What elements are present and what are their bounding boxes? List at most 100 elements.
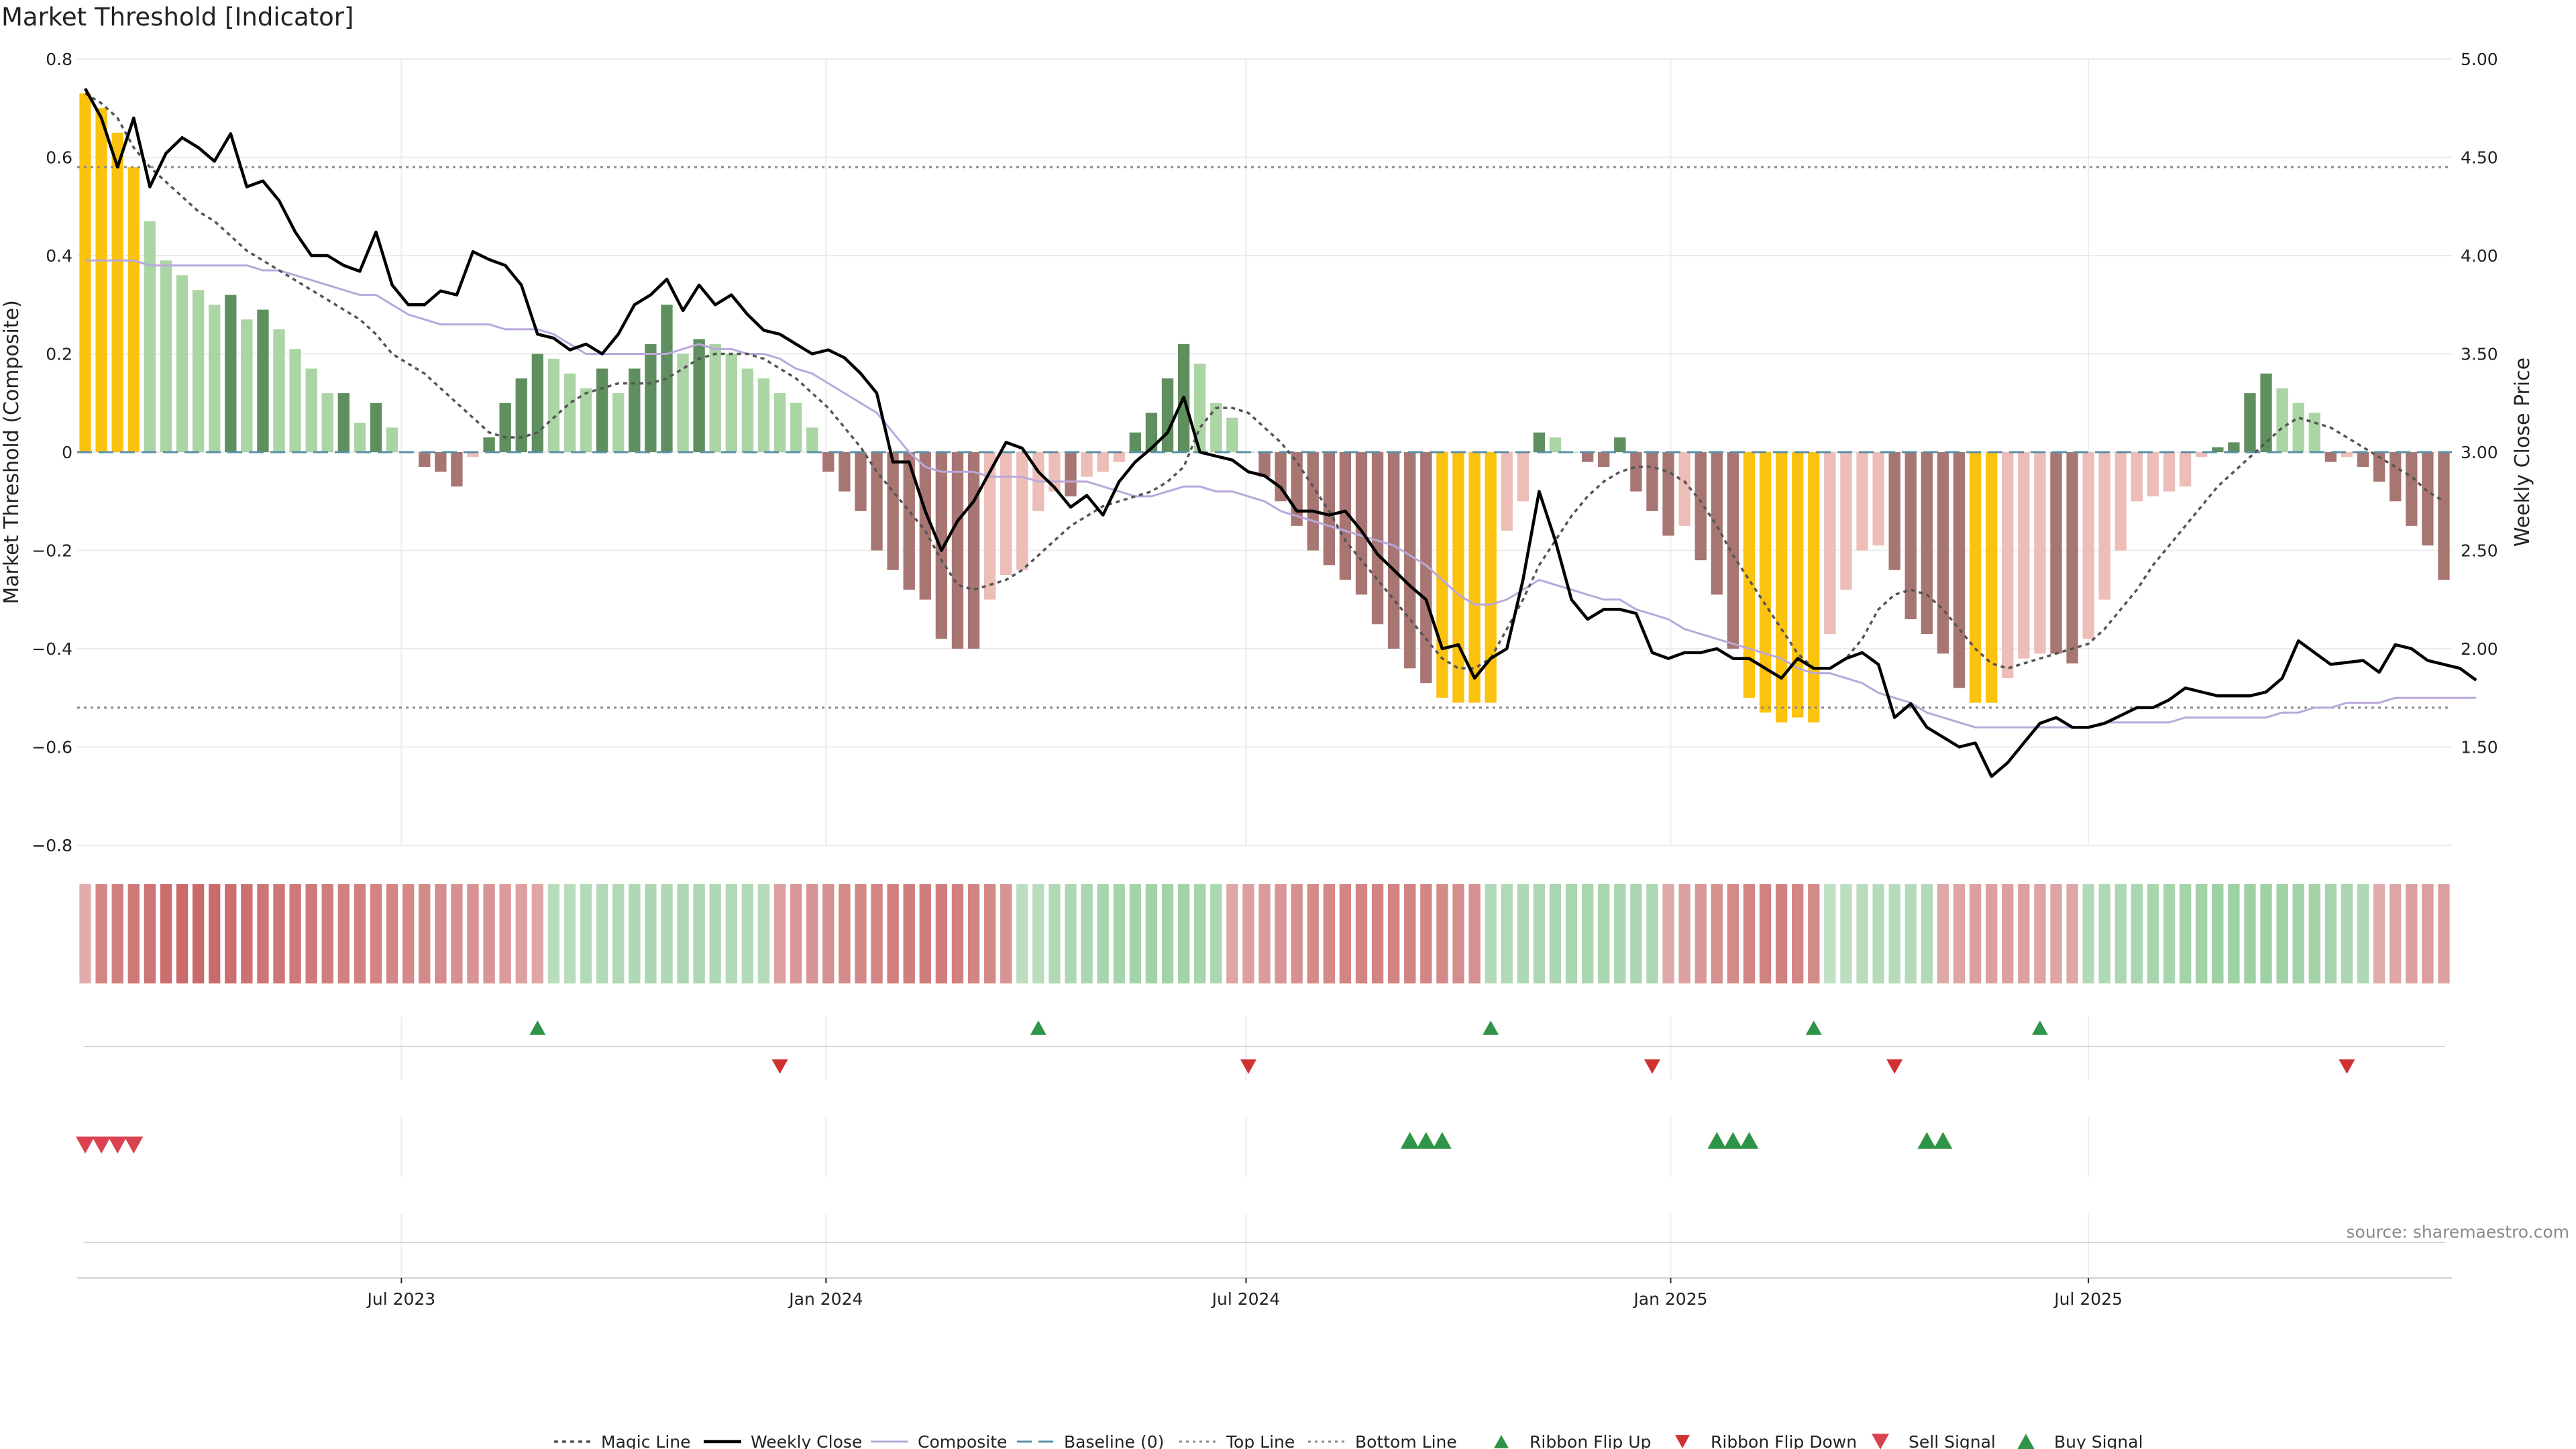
buy-signal-marker <box>1739 1132 1759 1149</box>
ribbon-segment <box>1387 884 1400 983</box>
y2-axis-label: Weekly Close Price <box>2511 358 2534 547</box>
composite-bar <box>499 402 511 452</box>
ribbon-segment <box>1355 884 1368 983</box>
x-tick-label: Jul 2025 <box>2053 1289 2123 1309</box>
composite-bar <box>1808 452 1820 722</box>
ribbon-segment <box>1743 884 1756 983</box>
legend-swatch <box>1675 1435 1690 1448</box>
x-tick-label: Jan 2024 <box>788 1289 863 1309</box>
legend-swatch <box>1494 1435 1509 1448</box>
composite-bar <box>725 354 737 452</box>
ribbon-segment <box>1824 884 1836 983</box>
composite-bar <box>629 368 641 452</box>
composite-bar <box>1485 452 1497 703</box>
composite-bar <box>2438 452 2450 580</box>
composite-bar <box>1937 452 1949 654</box>
ribbon-segment <box>645 884 657 983</box>
composite-bar <box>2082 452 2094 639</box>
ribbon-segment <box>2422 884 2434 983</box>
y-axis-label: Market Threshold (Composite) <box>0 300 23 604</box>
ribbon-segment <box>790 884 802 983</box>
composite-bar <box>2196 452 2208 458</box>
ribbon-segment <box>2098 884 2110 983</box>
composite-bar <box>1404 452 1416 669</box>
ribbon-segment <box>967 884 980 983</box>
composite-bar <box>1420 452 1432 684</box>
ribbon-segment <box>1177 884 1190 983</box>
composite-bar <box>1743 452 1756 698</box>
x-tick-label: Jul 2024 <box>1211 1289 1281 1309</box>
legend-label: Baseline (0) <box>1064 1432 1164 1449</box>
ribbon-segment <box>580 884 592 983</box>
composite-bar <box>1081 452 1093 477</box>
ribbon-segment <box>1161 884 1174 983</box>
ribbon-segment <box>1533 884 1546 983</box>
ribbon-segment <box>1049 884 1061 983</box>
ribbon-segment <box>95 884 107 983</box>
composite-bar <box>2422 452 2434 546</box>
ribbon-segment <box>1275 884 1287 983</box>
ribbon-segment <box>1129 884 1142 983</box>
ribbon-segment <box>1630 884 1642 983</box>
ribbon-segment <box>564 884 576 983</box>
ribbon-segment <box>1695 884 1707 983</box>
ribbon-segment <box>192 884 205 983</box>
composite-bar <box>2018 452 2030 659</box>
composite-bar <box>1194 364 1206 452</box>
ribbon-segment <box>1339 884 1352 983</box>
composite-bar <box>419 452 431 467</box>
composite-bar <box>2357 452 2369 467</box>
ribbon-segment <box>1646 884 1658 983</box>
buy-signal-marker <box>1416 1132 1436 1149</box>
ribbon-segment <box>1581 884 1594 983</box>
composite-bar <box>1904 452 1917 620</box>
ribbon-segment <box>241 884 253 983</box>
ribbon-segment <box>2292 884 2304 983</box>
buy-signal-marker <box>1917 1132 1937 1149</box>
composite-bar <box>1145 413 1158 452</box>
ribbon-segment <box>1097 884 1109 983</box>
composite-bar <box>1614 437 1626 452</box>
sell-signal-marker <box>92 1136 111 1154</box>
composite-bar <box>2324 452 2337 462</box>
composite-bar <box>370 402 382 452</box>
composite-bar <box>1097 452 1109 472</box>
composite-bar <box>241 319 253 452</box>
composite-bar <box>2260 373 2272 452</box>
composite-bar <box>612 393 625 452</box>
buy-signal-marker <box>1400 1132 1419 1149</box>
composite-bar <box>305 368 317 452</box>
composite-bar <box>1258 452 1271 477</box>
ribbon-segment <box>273 884 285 983</box>
composite-bar <box>2179 452 2192 487</box>
ribbon-segment <box>1145 884 1158 983</box>
composite-bar <box>1387 452 1400 649</box>
y2-tick-label: 3.00 <box>2461 443 2498 462</box>
ribbon-segment <box>2212 884 2224 983</box>
trend-ribbon <box>79 884 2450 983</box>
composite-bar <box>2066 452 2078 663</box>
ribbon-segment <box>2196 884 2208 983</box>
ribbon-segment <box>2373 884 2385 983</box>
composite-bar <box>1888 452 1900 570</box>
composite-bar <box>1953 452 1966 688</box>
composite-bar <box>2276 388 2288 452</box>
ribbon-flip-up-marker <box>1483 1020 1499 1035</box>
composite-bar <box>935 452 948 639</box>
composite-bar <box>2114 452 2127 551</box>
ribbon-segment <box>1291 884 1303 983</box>
ribbon-segment <box>612 884 625 983</box>
legend-label: Composite <box>918 1432 1007 1449</box>
buy-signal-marker <box>1933 1132 1953 1149</box>
legend-label: Buy Signal <box>2054 1432 2143 1449</box>
composite-bar <box>2163 452 2176 492</box>
composite-bar <box>1275 452 1287 502</box>
ribbon-segment <box>160 884 172 983</box>
composite-bar <box>1210 402 1222 452</box>
composite-bar <box>822 452 835 472</box>
right-y-axis: 5.00 4.50 4.00 3.50 3.00 2.50 2.00 1.50 <box>2461 50 2498 757</box>
sell-signal-marker <box>124 1136 144 1154</box>
buy-signal-marker <box>1707 1132 1727 1149</box>
magic-line <box>85 92 2445 670</box>
ribbon-segment <box>1856 884 1868 983</box>
